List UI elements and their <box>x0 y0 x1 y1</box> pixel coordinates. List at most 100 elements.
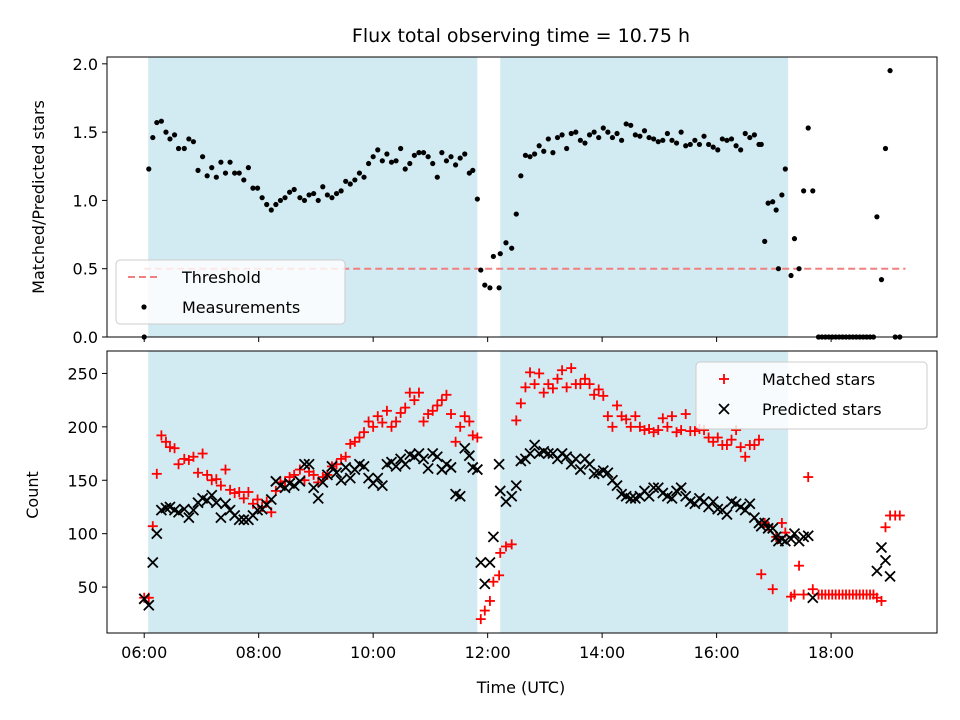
data-point <box>340 461 352 474</box>
data-point <box>876 595 887 606</box>
data-point <box>315 197 321 204</box>
data-point <box>669 137 675 143</box>
data-point <box>312 492 324 505</box>
data-point <box>277 197 284 204</box>
data-point <box>158 118 164 124</box>
x-tick-label: 08:00 <box>236 643 282 662</box>
data-point <box>751 132 758 138</box>
legend-label: Matched stars <box>762 370 875 389</box>
data-point <box>708 436 719 447</box>
data-point <box>206 475 217 486</box>
data-point <box>370 154 376 160</box>
data-point <box>215 511 227 524</box>
data-point <box>379 158 385 164</box>
data-point <box>420 150 427 156</box>
data-point <box>471 463 483 476</box>
data-point <box>359 427 370 438</box>
data-point <box>455 421 466 432</box>
data-point <box>770 199 776 205</box>
data-point <box>762 238 768 244</box>
data-point <box>675 482 687 494</box>
data-point <box>416 150 422 156</box>
data-point <box>518 173 524 179</box>
data-point <box>687 141 693 148</box>
data-point <box>450 436 461 447</box>
data-point <box>446 409 457 420</box>
count-y-axis-label: Count <box>23 471 42 519</box>
data-point <box>422 462 434 475</box>
data-point <box>439 150 445 156</box>
data-point <box>345 438 356 449</box>
y-tick-label: 50 <box>78 578 98 597</box>
data-point <box>767 584 778 595</box>
data-point <box>472 432 483 443</box>
legend-label: Measurements <box>182 298 300 317</box>
data-point <box>522 152 529 158</box>
chart-title: Flux total observing time = 10.75 h <box>352 25 690 47</box>
data-point <box>356 170 363 176</box>
data-point <box>531 151 538 157</box>
data-point <box>666 492 678 505</box>
data-point <box>574 463 587 476</box>
data-point <box>151 468 162 479</box>
y-tick-label: 150 <box>67 471 98 490</box>
data-point <box>495 547 506 558</box>
data-point <box>648 482 660 494</box>
data-point <box>706 141 712 148</box>
data-point <box>513 211 519 217</box>
data-point <box>463 450 475 462</box>
data-point <box>759 517 771 529</box>
data-point <box>213 174 219 180</box>
data-point <box>265 493 277 506</box>
data-point <box>202 469 213 480</box>
data-point <box>388 159 395 165</box>
data-point <box>641 128 648 134</box>
data-point <box>377 417 388 428</box>
y-tick-label: 2.0 <box>73 55 98 74</box>
data-point <box>678 129 684 135</box>
data-point <box>434 174 440 180</box>
data-point <box>676 425 687 436</box>
data-point <box>375 147 381 153</box>
data-point <box>785 533 797 545</box>
data-point <box>738 147 744 153</box>
data-point <box>525 367 536 378</box>
data-point <box>391 416 402 427</box>
data-point <box>233 514 245 526</box>
data-point <box>425 154 431 160</box>
data-point <box>273 201 279 208</box>
data-point <box>735 442 746 453</box>
data-point <box>776 517 787 528</box>
data-point <box>238 493 249 504</box>
data-point <box>554 134 561 141</box>
data-point <box>172 506 185 518</box>
data-point <box>308 482 320 494</box>
data-point <box>160 436 171 447</box>
data-point <box>479 605 490 616</box>
count-panel: 50 100 150 200 250 06:00 08:00 10:00 12:00 14:00 1… <box>67 350 938 662</box>
data-point <box>561 451 573 463</box>
data-point <box>536 143 542 149</box>
data-point <box>801 188 807 194</box>
data-point <box>259 195 265 201</box>
data-point <box>605 129 611 135</box>
data-point <box>368 421 379 432</box>
data-point <box>683 143 689 149</box>
data-point <box>324 192 330 198</box>
data-point <box>805 125 811 131</box>
data-point <box>803 472 814 483</box>
data-point <box>782 166 788 172</box>
data-point <box>475 614 486 625</box>
data-point <box>791 236 798 242</box>
x-tick-label: 14:00 <box>579 643 625 662</box>
data-point <box>487 285 493 291</box>
legend: Threshold Measurements <box>115 259 346 325</box>
data-point <box>311 190 317 197</box>
data-point <box>756 569 767 580</box>
data-point <box>664 130 670 137</box>
data-point <box>506 490 518 502</box>
data-point <box>354 432 365 443</box>
data-point <box>209 165 215 171</box>
data-point <box>236 170 242 176</box>
data-point <box>330 467 343 479</box>
